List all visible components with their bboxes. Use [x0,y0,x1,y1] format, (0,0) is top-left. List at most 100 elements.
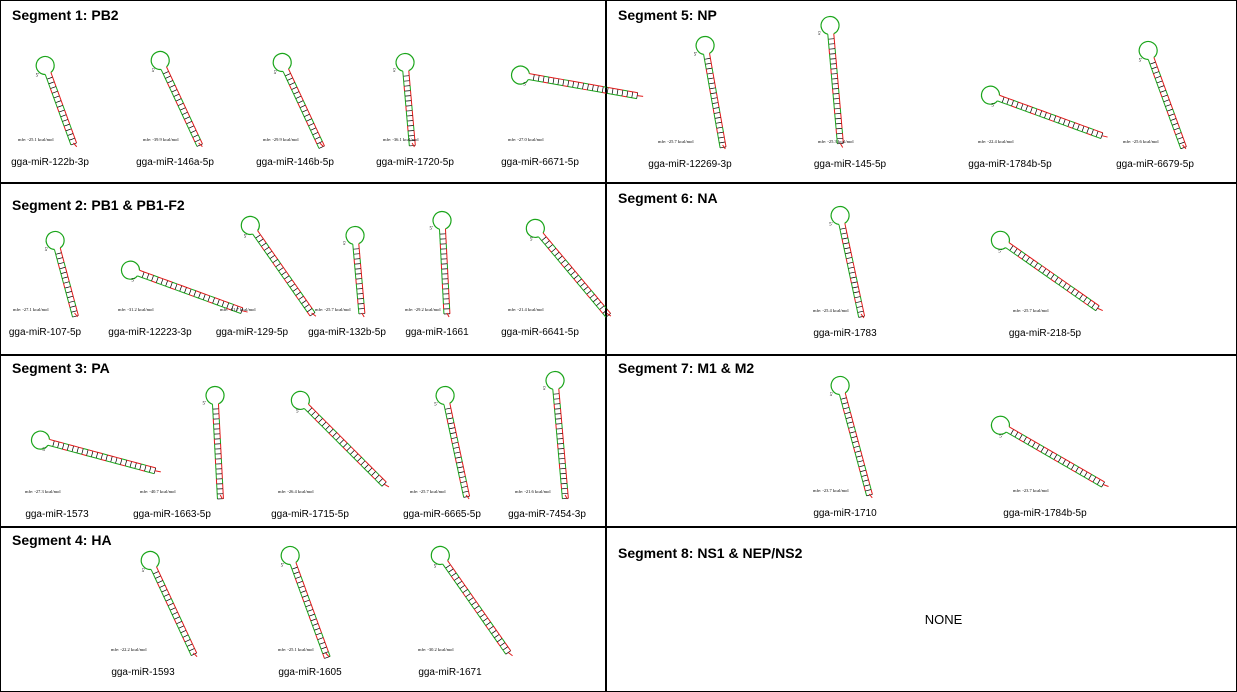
strand [323,418,327,422]
strand [869,480,870,485]
loop [512,66,530,84]
loop [273,53,291,71]
strand [267,255,270,259]
strand [454,453,455,458]
base-pair [59,110,65,112]
strand [167,83,169,88]
base-pair [355,274,361,275]
strand [467,486,468,491]
base-pair [178,103,183,106]
strand [161,284,166,286]
strand [1026,262,1030,265]
strand [78,447,83,448]
structure: 5' [45,231,79,317]
strand [1154,57,1156,62]
base-pair [612,88,613,94]
structure: 5' [393,54,415,147]
strand [716,93,717,98]
base-pair [270,255,275,258]
strand [453,448,454,453]
base-pair [294,92,299,95]
strand [456,573,459,577]
strand [219,299,224,301]
structure: 5' [151,51,202,146]
strand [333,429,337,433]
base-pair [101,454,103,460]
base-pair [596,302,601,306]
strand [457,437,458,442]
strand [295,579,297,584]
panel-border [607,356,1237,527]
strand [311,130,313,135]
base-pair [354,254,360,255]
base-pair [583,83,584,89]
strand [161,69,163,74]
strand [193,137,195,142]
strand [587,90,592,91]
strand [273,263,276,267]
strand [1030,113,1035,115]
strand [295,82,297,87]
base-pair [1082,126,1084,132]
base-pair [315,137,320,140]
strand [205,294,210,296]
base-pair [302,595,308,597]
mirna-label: gga-miR-1720-5p [376,157,454,168]
strand [1059,123,1064,125]
strand [574,81,579,82]
strand [1074,464,1078,467]
base-pair [1167,109,1173,111]
base-pair [705,63,711,64]
base-pair [378,478,382,482]
strand [336,440,340,444]
strand [1030,257,1034,260]
strand [1047,276,1051,279]
strand [853,262,854,267]
base-pair [856,301,862,302]
strand [152,281,157,283]
loop [696,37,714,55]
mirna-label: gga-miR-132b-5p [308,327,386,338]
strand [1157,83,1159,88]
base-pair [1068,121,1070,127]
structure: 5' [202,387,224,500]
strand [306,121,308,126]
strand [47,79,49,84]
base-pair [1051,274,1054,279]
base-pair [116,458,118,464]
tail [861,314,864,318]
base-pair [710,88,716,89]
structure: 5' [434,387,469,499]
base-pair [304,600,310,602]
strand [463,492,464,497]
base-pair [56,253,62,255]
strand [1009,99,1014,101]
strand [210,296,215,298]
strand [53,77,55,82]
strand [548,83,553,84]
base-pair [466,593,471,596]
base-pair [162,590,167,593]
base-pair [285,73,290,76]
base-pair [717,127,723,128]
base-pair [458,472,464,473]
strand [323,654,325,659]
base-pair [1170,119,1176,121]
strand [158,277,163,279]
strand [48,445,53,446]
strand [848,238,849,243]
base-pair [563,80,564,86]
strand [190,117,192,122]
base-pair [256,235,261,238]
strand [847,264,848,269]
strand [851,438,852,443]
strand [284,279,287,283]
base-pair [142,272,144,278]
strand [304,408,308,412]
base-pair [329,429,333,433]
base-pair [371,471,375,475]
mirna-label: gga-miR-1784b-5p [968,159,1052,170]
loop [431,546,449,564]
mirna-label: gga-miR-6641-5p [501,327,579,338]
strand [190,639,192,644]
